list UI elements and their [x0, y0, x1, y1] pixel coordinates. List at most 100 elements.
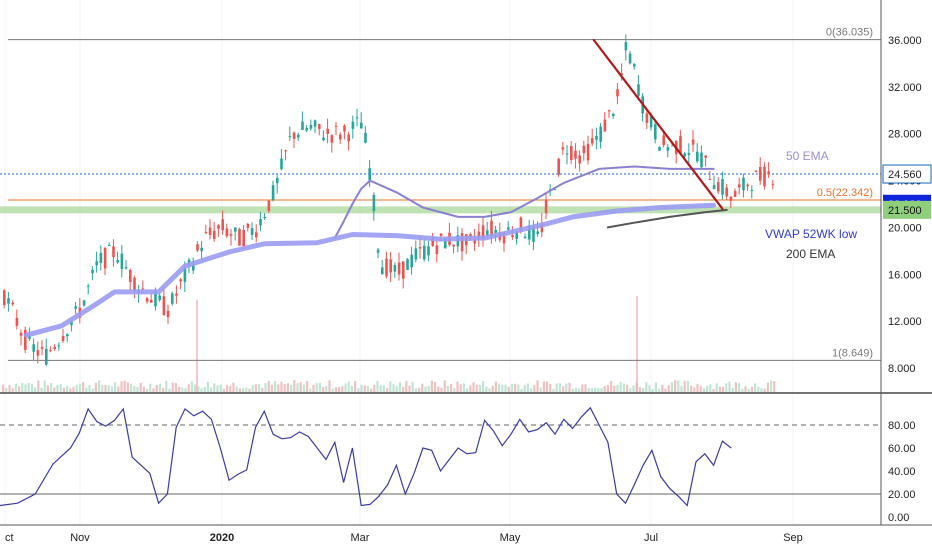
candle-body	[637, 84, 640, 96]
candle-body	[238, 228, 241, 246]
volume-bar	[482, 381, 485, 392]
candle-body	[406, 259, 409, 270]
candle-body	[528, 225, 531, 240]
volume-bar	[699, 385, 702, 392]
candle-body	[754, 171, 758, 173]
price-tick-label: 20.000	[888, 222, 922, 234]
candle-body	[519, 217, 523, 233]
volume-bar	[69, 388, 72, 392]
volume-bar	[542, 381, 545, 392]
volume-bar	[344, 383, 347, 392]
volume-bar	[430, 380, 433, 392]
price-tick-label: 28.000	[888, 129, 922, 141]
volume-bar	[750, 386, 753, 392]
candle-body	[313, 120, 317, 127]
candle-body	[410, 254, 413, 268]
volume-bar	[216, 385, 219, 392]
volume-bar	[123, 380, 126, 392]
candle-body	[49, 350, 52, 352]
volume-bar	[523, 384, 526, 392]
candle-body	[221, 219, 224, 231]
candle-body	[700, 152, 703, 168]
candle-body	[654, 124, 657, 140]
volume-bar	[475, 384, 478, 392]
candle-body	[36, 350, 40, 356]
volume-bar	[354, 380, 357, 392]
volume-bar	[59, 384, 62, 392]
volume-bar	[296, 383, 299, 392]
volume-bar	[40, 387, 43, 392]
candle-body	[297, 134, 300, 138]
candle-body	[271, 185, 275, 200]
volume-bar	[728, 381, 731, 392]
volume-bar	[72, 386, 75, 392]
rsi-tick-label: 0.00	[888, 512, 909, 524]
volume-bar	[46, 385, 49, 392]
volume-bar	[130, 384, 133, 392]
candle-body	[32, 344, 35, 352]
volume-bar	[66, 385, 69, 392]
candle-body	[515, 232, 518, 240]
candle-body	[645, 113, 649, 123]
volume-bar	[357, 388, 360, 392]
candle-body	[444, 238, 447, 249]
candle-body	[696, 151, 699, 162]
candle-body	[284, 150, 287, 152]
volume-bar	[334, 387, 337, 392]
candle-body	[607, 110, 611, 112]
volume-spike	[196, 300, 198, 392]
volume-bar	[133, 386, 136, 392]
candle-body	[267, 200, 271, 211]
candle-body	[624, 42, 628, 51]
volume-bar	[267, 380, 270, 392]
volume-bar	[571, 388, 574, 392]
candle-body	[750, 189, 754, 191]
volume-bar	[242, 388, 245, 392]
volume-bars	[2, 296, 776, 392]
volume-bar	[702, 388, 705, 392]
volume-bar	[251, 385, 254, 392]
volume-bar	[744, 386, 747, 392]
price-tick-label: 16.000	[888, 269, 922, 281]
candle-body	[385, 258, 388, 277]
volume-bar	[754, 383, 757, 392]
volume-bar	[155, 384, 158, 392]
volume-bar	[318, 382, 321, 392]
volume-bar	[530, 388, 533, 392]
volume-bar	[120, 381, 123, 392]
candle-body	[460, 233, 464, 252]
volume-bar	[280, 381, 283, 392]
candle-body	[292, 132, 296, 139]
volume-bar	[210, 387, 213, 392]
candle-body	[305, 127, 308, 131]
candle-body	[423, 245, 426, 260]
volume-bar	[274, 381, 277, 392]
fib-label: 0.5(22.342)	[817, 187, 873, 199]
volume-bar	[232, 382, 235, 392]
candle-body	[183, 268, 187, 282]
candle-body	[481, 225, 485, 239]
candle-body	[704, 155, 707, 158]
volume-bar	[600, 388, 603, 392]
rsi-tick-label: 60.00	[888, 443, 916, 455]
volume-bar	[277, 384, 280, 392]
volume-bar	[331, 388, 334, 392]
volume-bar	[30, 383, 33, 392]
candle-body	[570, 146, 573, 161]
candle-body	[40, 347, 44, 349]
volume-bar	[514, 383, 517, 392]
volume-bar	[613, 385, 616, 392]
volume-bar	[43, 380, 46, 392]
volume-bar	[632, 385, 635, 392]
volume-bar	[366, 386, 369, 392]
volume-bar	[53, 387, 56, 392]
volume-bar	[558, 383, 561, 392]
volume-bar	[562, 386, 565, 392]
volume-bar	[738, 383, 741, 392]
volume-bar	[379, 385, 382, 392]
volume-bar	[261, 387, 264, 392]
volume-bar	[21, 383, 24, 392]
volume-bar	[446, 385, 449, 392]
candle-body	[469, 234, 472, 238]
volume-bar	[312, 384, 315, 392]
